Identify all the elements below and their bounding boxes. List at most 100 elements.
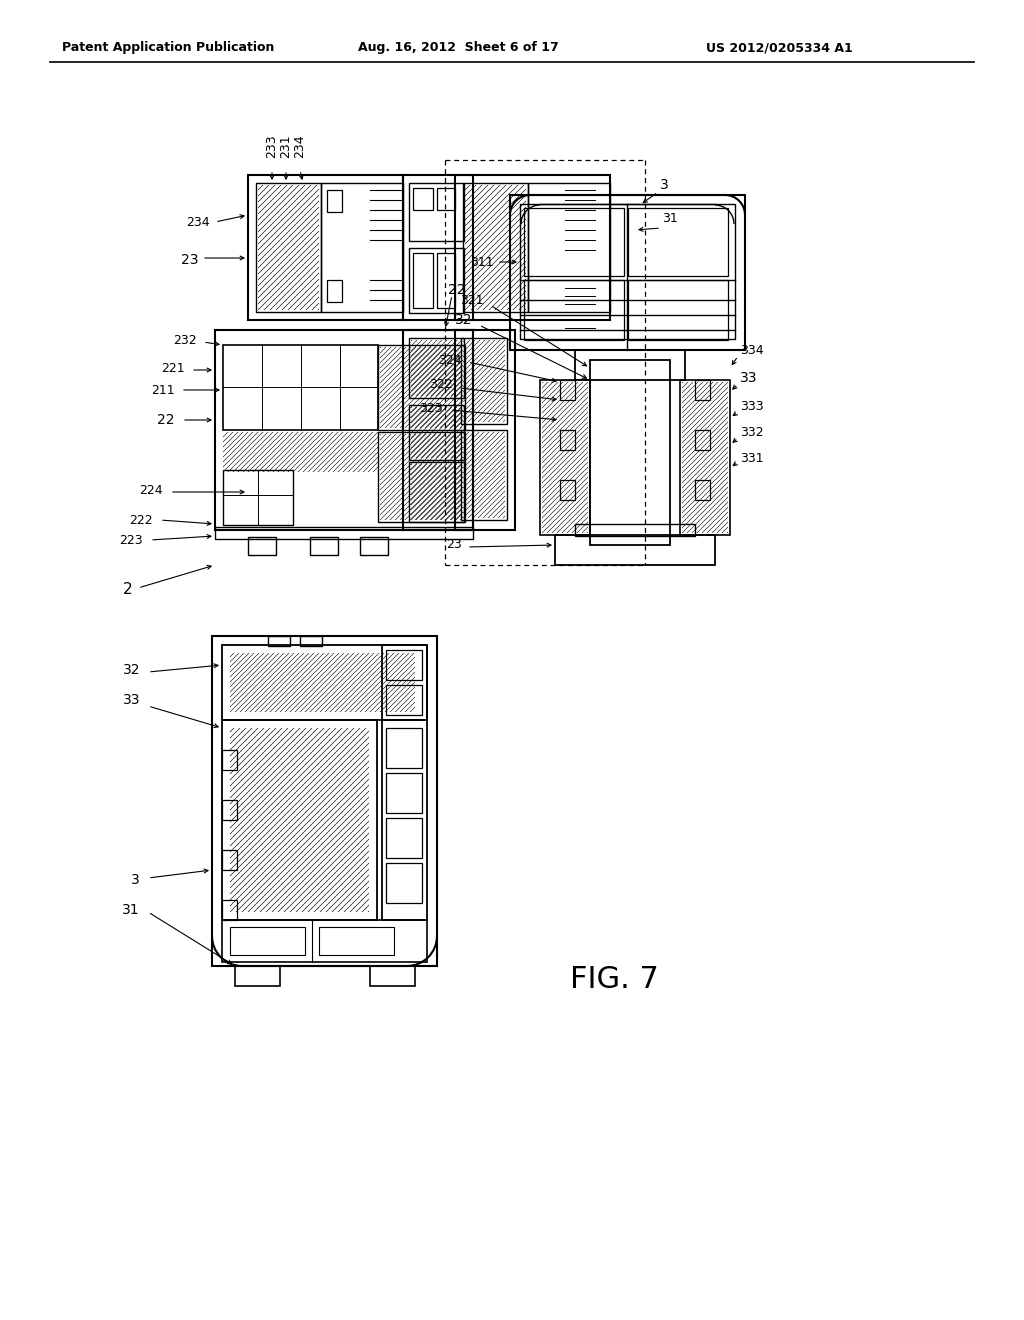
Text: 3: 3	[131, 873, 140, 887]
Bar	[560, 380, 575, 400]
Text: 31: 31	[123, 903, 140, 917]
Text: 224: 224	[139, 483, 163, 496]
Bar	[409, 462, 464, 521]
Bar	[319, 927, 394, 954]
Bar	[378, 345, 465, 430]
Bar	[695, 430, 710, 450]
Bar	[680, 380, 730, 535]
Text: 221: 221	[162, 362, 185, 375]
Bar	[528, 183, 610, 312]
Bar	[461, 430, 507, 520]
Bar	[695, 380, 710, 400]
Bar	[248, 537, 276, 554]
Bar	[327, 280, 342, 302]
Bar	[575, 350, 685, 380]
Text: 322: 322	[429, 379, 453, 392]
Text: 234: 234	[186, 215, 210, 228]
Text: 22: 22	[158, 413, 175, 426]
Bar	[223, 470, 293, 525]
Bar	[222, 900, 237, 920]
Bar	[248, 176, 403, 319]
Text: 223: 223	[120, 533, 143, 546]
Bar	[300, 636, 322, 645]
Bar	[540, 380, 590, 535]
Bar	[409, 248, 464, 313]
Bar	[222, 850, 237, 870]
Text: 324: 324	[438, 354, 462, 367]
Bar	[455, 176, 610, 319]
Bar	[575, 524, 695, 536]
Bar	[542, 381, 588, 533]
Bar	[268, 636, 290, 645]
Bar	[230, 927, 305, 954]
Bar	[465, 185, 526, 310]
Bar	[378, 432, 465, 521]
Bar	[382, 645, 427, 719]
Bar	[590, 360, 670, 545]
Text: 333: 333	[740, 400, 764, 412]
Bar	[380, 347, 463, 428]
Bar	[386, 863, 422, 903]
Bar	[215, 330, 473, 531]
Bar	[386, 729, 422, 768]
Text: 311: 311	[470, 256, 494, 268]
Text: 2: 2	[123, 582, 133, 598]
Bar	[437, 187, 455, 210]
Text: 23: 23	[446, 539, 462, 552]
Bar	[222, 750, 237, 770]
Bar	[258, 185, 319, 310]
Bar	[409, 338, 464, 399]
Bar	[560, 430, 575, 450]
Text: Aug. 16, 2012  Sheet 6 of 17: Aug. 16, 2012 Sheet 6 of 17	[358, 41, 559, 54]
Bar	[222, 719, 377, 920]
Bar	[223, 432, 378, 473]
Bar	[437, 253, 455, 308]
Bar	[461, 338, 507, 424]
Text: 32: 32	[455, 313, 472, 327]
Bar	[463, 432, 505, 517]
Text: FIG. 7: FIG. 7	[570, 965, 658, 994]
Bar	[413, 253, 433, 308]
Bar	[560, 480, 575, 500]
Bar	[234, 966, 280, 986]
Bar	[386, 774, 422, 813]
Text: Patent Application Publication: Patent Application Publication	[62, 41, 274, 54]
Bar	[380, 434, 463, 520]
Bar	[524, 280, 624, 341]
Text: 334: 334	[740, 343, 764, 356]
Bar	[409, 405, 464, 459]
Bar	[628, 280, 728, 341]
Text: 323: 323	[420, 401, 443, 414]
Text: 33: 33	[123, 693, 140, 708]
Bar	[695, 480, 710, 500]
Text: 234: 234	[294, 135, 306, 158]
Bar	[382, 719, 427, 920]
Bar	[628, 209, 728, 276]
Bar	[212, 636, 437, 966]
Bar	[555, 535, 715, 565]
Text: 222: 222	[129, 513, 153, 527]
Text: 31: 31	[662, 211, 678, 224]
Bar	[411, 341, 462, 396]
Bar	[230, 729, 369, 912]
Bar	[524, 209, 624, 276]
Text: 231: 231	[280, 135, 293, 158]
Bar	[222, 800, 237, 820]
Bar	[455, 330, 515, 531]
Bar	[411, 407, 462, 458]
Text: 3: 3	[660, 178, 669, 191]
Bar	[520, 205, 735, 339]
Bar	[310, 537, 338, 554]
Bar	[682, 381, 728, 533]
Bar	[510, 195, 745, 350]
Bar	[230, 653, 415, 711]
Text: 332: 332	[740, 425, 764, 438]
Text: 32: 32	[123, 663, 140, 677]
Text: 23: 23	[180, 253, 198, 267]
Bar	[370, 966, 415, 986]
Text: US 2012/0205334 A1: US 2012/0205334 A1	[706, 41, 853, 54]
Text: 233: 233	[265, 135, 279, 158]
Bar	[360, 537, 388, 554]
Bar	[403, 176, 473, 319]
Bar	[386, 818, 422, 858]
